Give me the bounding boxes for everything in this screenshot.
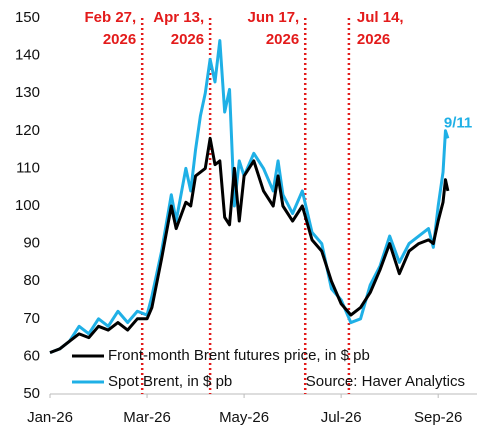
y-tick-label: 50: [23, 385, 40, 402]
y-tick-label: 110: [16, 159, 40, 176]
y-tick-label: 70: [23, 310, 40, 327]
x-tick-label: Jul-26: [321, 409, 362, 426]
event-label: 2026: [357, 31, 390, 48]
legend-label: Spot Brent, in $ pb: [108, 373, 232, 390]
y-tick-label: 80: [23, 272, 40, 289]
y-tick-label: 150: [15, 9, 40, 26]
x-tick-label: May-26: [219, 409, 269, 426]
event-label: 2026: [266, 31, 299, 48]
event-label: Jun 17,: [248, 9, 300, 26]
y-tick-label: 100: [15, 197, 40, 214]
x-tick-label: Mar-26: [123, 409, 171, 426]
legend-label: Front-month Brent futures price, in $ pb: [108, 347, 370, 364]
end-label: 9/11: [444, 114, 472, 131]
series-line: [49, 136, 450, 355]
x-tick-label: Sep-26: [414, 409, 462, 426]
y-tick-label: 120: [15, 122, 40, 139]
event-label: 2026: [171, 31, 204, 48]
event-label: Apr 13,: [153, 9, 204, 26]
y-tick-label: 140: [15, 47, 40, 64]
y-tick-label: 60: [23, 347, 40, 364]
series-line: [49, 39, 450, 355]
event-label: 2026: [103, 31, 136, 48]
y-tick-label: 90: [23, 235, 40, 252]
source: Source: Haver Analytics: [306, 373, 465, 390]
event-label: Jul 14,: [357, 9, 404, 26]
event-label: Feb 27,: [85, 9, 137, 26]
y-tick-label: 130: [15, 84, 40, 101]
x-tick-label: Jan-26: [27, 409, 73, 426]
